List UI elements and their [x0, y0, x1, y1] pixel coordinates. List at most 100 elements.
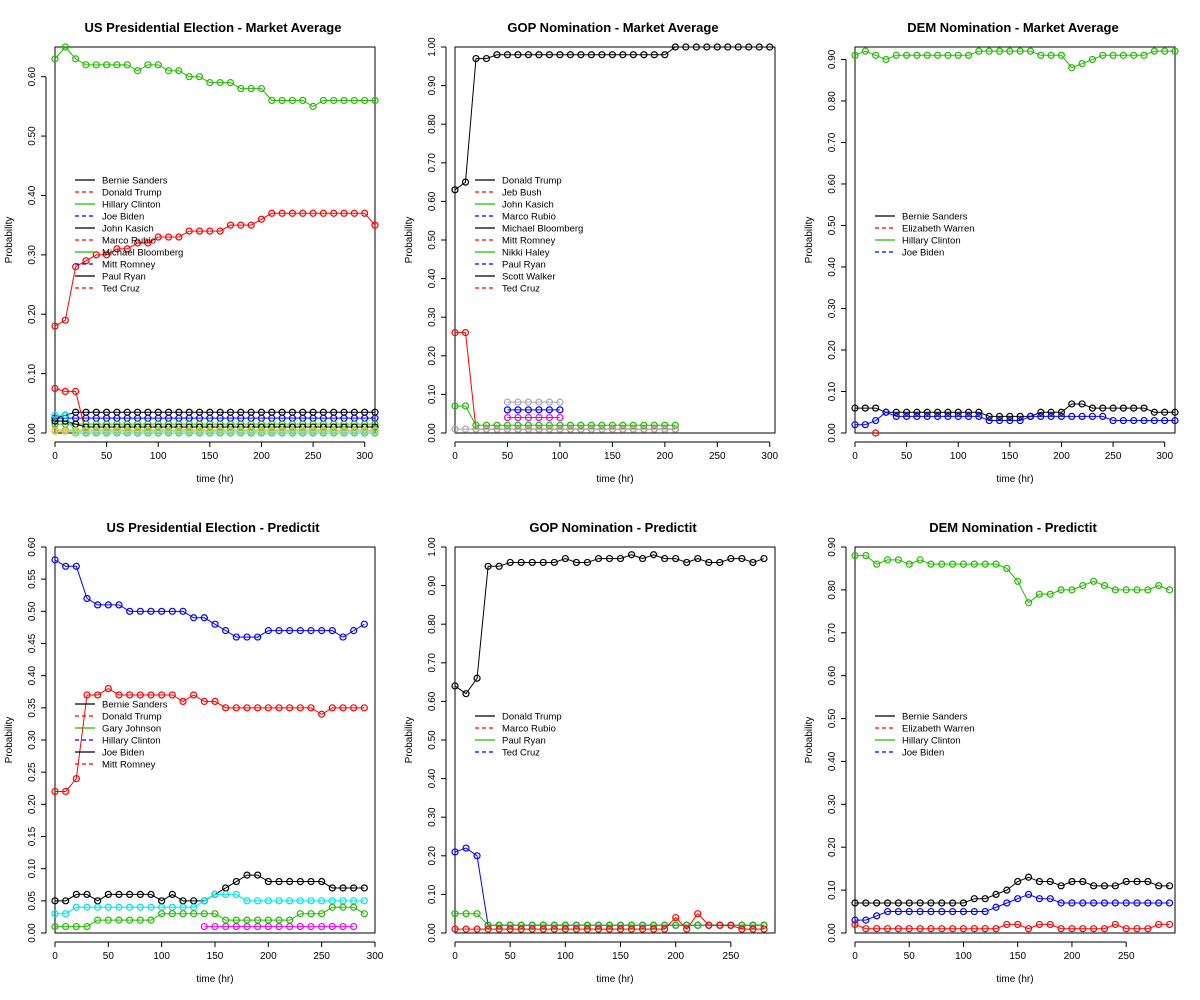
data-point — [115, 601, 123, 609]
data-point — [268, 427, 276, 435]
data-point — [1068, 412, 1076, 420]
data-point — [594, 925, 603, 933]
data-point — [682, 43, 690, 51]
data-point — [211, 890, 219, 898]
data-point — [482, 421, 491, 429]
y-tick-label: 0.90 — [827, 49, 838, 69]
series-line — [55, 874, 365, 902]
data-point — [1016, 47, 1024, 55]
data-point — [1014, 895, 1022, 903]
data-point — [330, 427, 338, 435]
data-point — [206, 427, 214, 435]
x-tick-label: 100 — [955, 951, 972, 962]
data-point — [724, 43, 732, 51]
y-tick-label: 0.45 — [27, 633, 38, 653]
chart-title: US Presidential Election - Predictit — [106, 520, 320, 535]
data-point — [309, 102, 317, 110]
y-tick-label: 0.35 — [27, 698, 38, 718]
data-point — [232, 633, 240, 641]
x-tick-label: 100 — [153, 951, 170, 962]
data-point — [237, 221, 245, 229]
data-point — [319, 427, 327, 435]
data-point — [528, 925, 536, 933]
data-point — [268, 96, 276, 105]
data-point — [694, 921, 702, 929]
data-point — [232, 890, 240, 898]
data-point — [461, 425, 470, 433]
data-point — [133, 239, 142, 247]
data-point — [545, 51, 554, 59]
data-point — [288, 209, 297, 217]
data-point — [206, 227, 214, 235]
data-point — [1133, 899, 1141, 907]
data-point — [550, 925, 558, 933]
legend-label: John Kasich — [502, 200, 554, 211]
data-point — [545, 398, 554, 406]
data-point — [1130, 404, 1138, 412]
data-point — [734, 43, 742, 51]
data-point — [1046, 895, 1054, 903]
data-point — [608, 51, 616, 59]
data-point — [61, 387, 69, 396]
data-point — [154, 61, 162, 69]
data-point — [1130, 51, 1138, 59]
data-point — [1088, 404, 1097, 412]
data-point — [1057, 412, 1066, 420]
data-point — [51, 384, 59, 393]
y-tick-label: 0.90 — [827, 537, 838, 557]
data-point — [938, 899, 946, 907]
data-point — [608, 425, 616, 433]
data-point — [94, 903, 102, 911]
data-point — [103, 251, 111, 259]
data-point — [257, 215, 266, 223]
data-point — [1119, 416, 1127, 425]
data-point — [1006, 416, 1014, 425]
data-point — [619, 425, 627, 433]
data-point — [328, 704, 336, 712]
data-point — [1003, 899, 1011, 907]
data-point — [360, 884, 368, 892]
data-point — [1006, 412, 1014, 420]
x-tick-label: 50 — [502, 451, 514, 462]
data-point — [1100, 581, 1109, 590]
y-tick-label: 0.30 — [27, 730, 38, 750]
data-point — [350, 209, 358, 217]
data-point — [1035, 920, 1044, 929]
data-point — [1165, 882, 1174, 890]
y-tick-label: 0.50 — [27, 601, 38, 621]
data-point — [257, 84, 266, 93]
data-point — [650, 51, 658, 59]
y-tick-label: 0.00 — [827, 923, 838, 943]
y-tick-label: 0.00 — [427, 923, 438, 943]
data-point — [1079, 581, 1087, 590]
data-point — [583, 558, 592, 567]
data-point — [539, 925, 547, 933]
data-point — [694, 910, 702, 918]
data-point — [307, 910, 315, 918]
data-point — [1155, 882, 1163, 890]
data-point — [1111, 899, 1119, 907]
data-point — [933, 408, 942, 416]
data-point — [339, 633, 347, 641]
data-point — [360, 910, 368, 918]
data-point — [873, 899, 881, 907]
data-point — [318, 922, 326, 931]
data-point — [545, 425, 554, 433]
y-tick-label: 0.60 — [827, 665, 838, 685]
data-point — [851, 404, 859, 412]
legend-label: Ted Cruz — [502, 748, 540, 759]
y-tick-label: 0.80 — [827, 91, 838, 111]
data-point — [72, 55, 80, 63]
data-point — [894, 556, 902, 564]
data-point — [360, 704, 368, 712]
data-point — [451, 682, 459, 690]
x-tick-label: 0 — [852, 951, 858, 962]
data-point — [296, 704, 304, 712]
y-axis-label: Probability — [4, 717, 15, 764]
x-tick-label: 100 — [950, 451, 967, 462]
data-point — [147, 916, 155, 924]
data-point — [226, 427, 235, 435]
series-line — [55, 414, 375, 434]
data-point — [923, 51, 931, 59]
data-point — [959, 899, 968, 907]
